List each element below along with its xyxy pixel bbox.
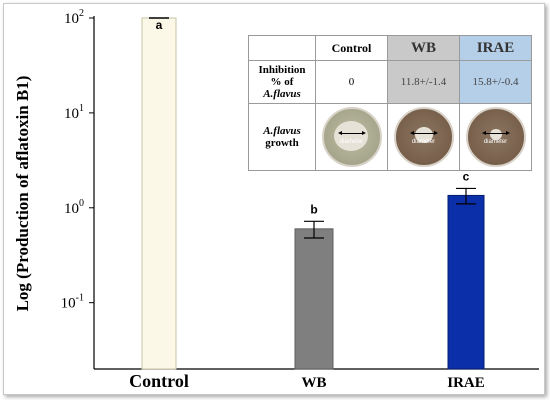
colony-control [333,121,368,151]
y-tick-base: 10 [64,106,79,122]
diameter-label-wb: diameter [411,139,436,145]
inhibition-irae-value: 15.8+/-0.4 [459,60,532,104]
inset-growth-label: A.flavus growth [248,103,316,171]
inhibition-label-line2: % of [270,76,294,88]
y-tick-exponent: 0 [79,198,84,209]
y-tick-base: 10 [64,201,79,217]
inset-table: Control WB IRAE Inhibition % of A.flavus… [248,35,532,171]
inset-growth-row: A.flavus growth diameter diameter [248,103,532,171]
colony-wb [414,127,433,143]
y-tick-exponent: 1 [79,103,84,114]
inhibition-label-line3: A.flavus [263,88,301,100]
significance-letter-wb: b [310,202,317,216]
inset-inhibition-row: Inhibition % of A.flavus 0 11.8+/-1.4 15… [248,60,532,104]
diameter-arrow-control [337,131,366,135]
inset-header-wb: WB [387,35,460,61]
inset-corner-cell [248,35,316,61]
inset-header-row: Control WB IRAE [248,35,532,61]
diameter-label-irae: diameter [483,139,508,145]
inhibition-control-value: 0 [315,60,388,104]
inset-inhibition-label: Inhibition % of A.flavus [248,60,316,104]
y-tick-exponent: 2 [79,8,84,19]
bar-wb [294,228,334,370]
diameter-arrow-wb [409,131,438,135]
inhibition-label-line1: Inhibition [258,64,306,76]
diameter-label-control: diameter [339,139,364,145]
figure-frame: 102 101 100 10-1 Log (Production of aflatoxi… [3,3,545,395]
diameter-arrow-irae [481,131,510,135]
y-tick-label: 102 [64,8,84,27]
inhibition-wb-value: 11.8+/-1.4 [387,60,460,104]
colony-irae [489,129,502,140]
growth-label-line2: growth [265,137,299,149]
growth-label-line1: A.flavus [263,125,301,137]
y-tick-base: 10 [61,296,76,312]
bar-irae [447,194,485,370]
bar-control [141,17,177,370]
significance-letter-control: a [156,18,163,32]
y-tick-label: 10-1 [61,293,84,312]
petri-dish-irae-image: diameter [465,107,526,167]
inset-header-irae: IRAE [459,35,532,61]
y-tick-label: 100 [64,198,84,217]
y-tick-exponent: -1 [76,293,84,304]
x-category-label-wb: WB [301,375,326,391]
plate-wb-cell: diameter [387,103,460,171]
petri-dish-control-image: diameter [321,107,382,167]
x-category-label-control: Control [129,371,189,391]
inset-header-control: Control [315,35,388,61]
significance-letter-irae: c [463,169,470,183]
plate-control-cell: diameter [315,103,388,171]
petri-dish-wb-image: diameter [393,107,454,167]
plate-irae-cell: diameter [459,103,532,171]
y-tick-label: 101 [64,103,84,122]
y-axis-label: Log (Production of aflatoxin B1) [13,76,32,312]
y-tick-base: 10 [64,11,79,27]
x-category-label-irae: IRAE [447,375,485,391]
